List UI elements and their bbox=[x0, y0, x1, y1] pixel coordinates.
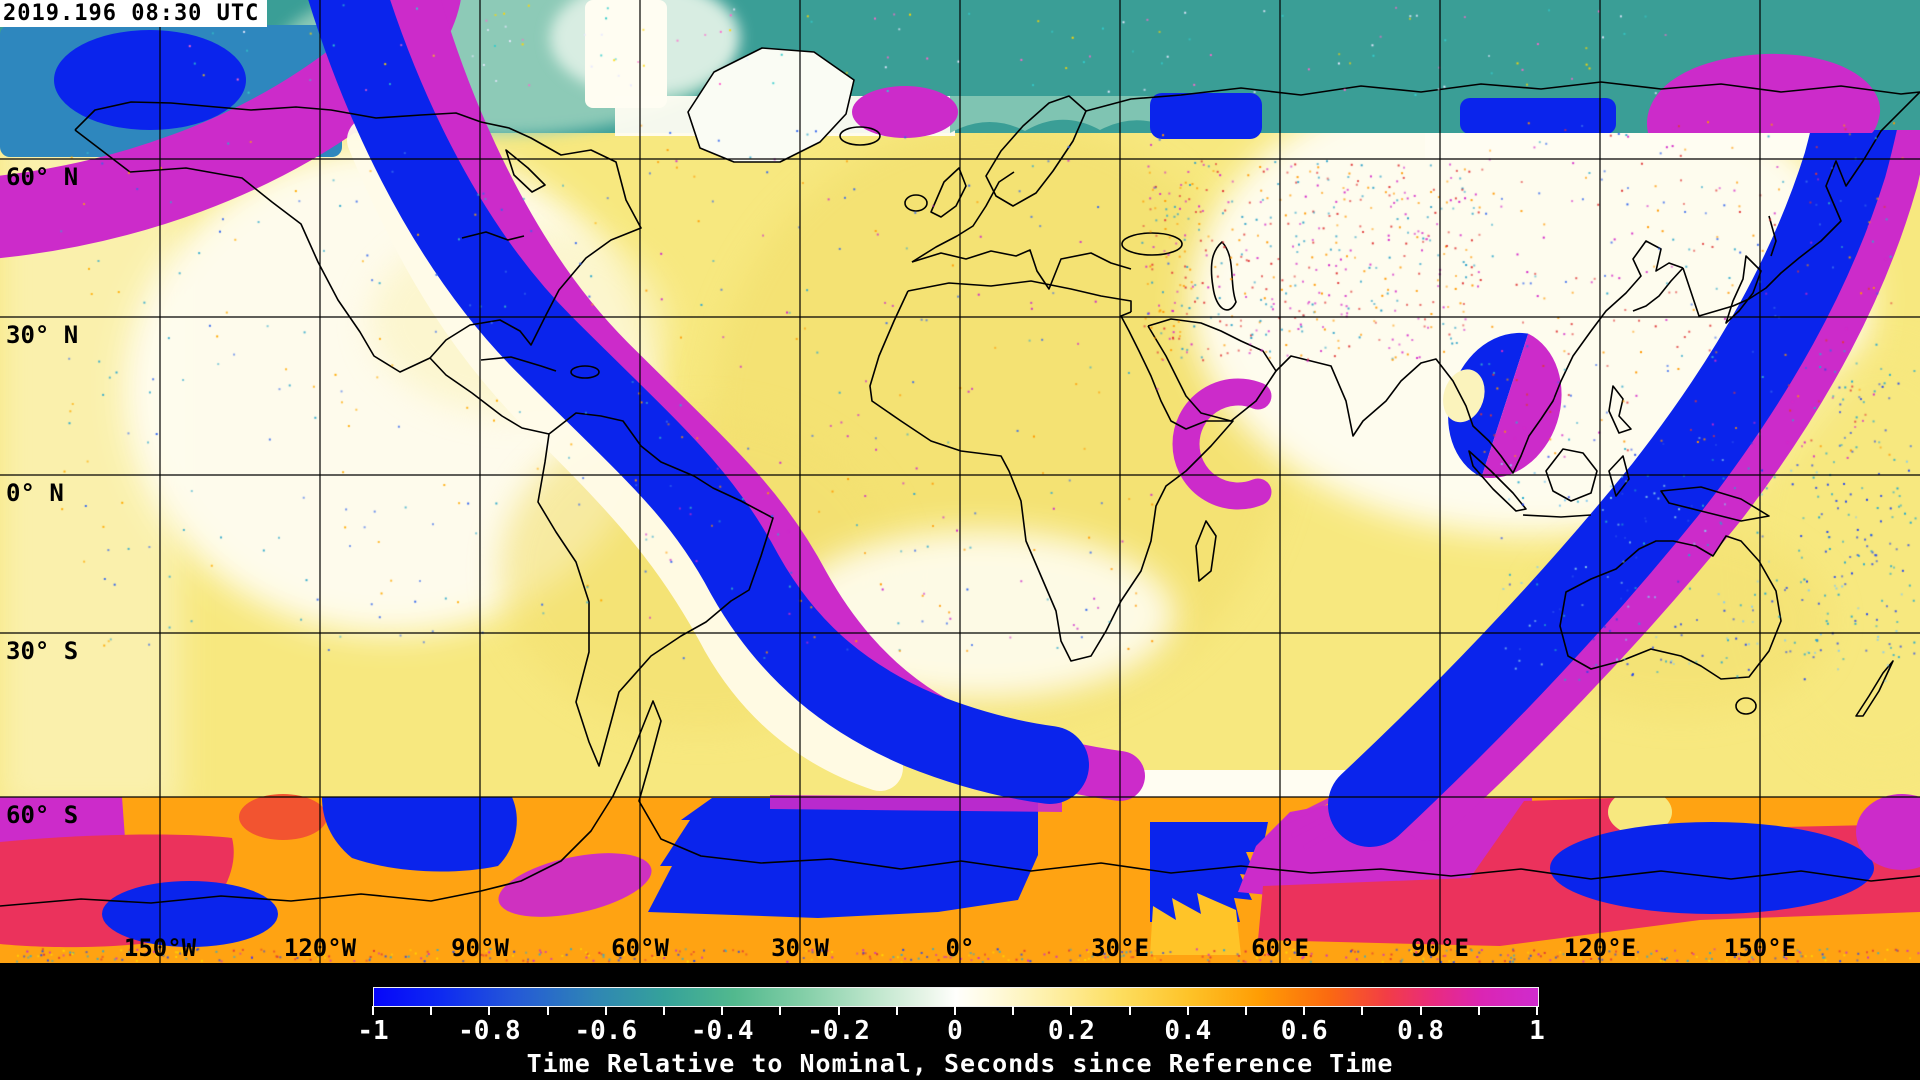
colorbar-tick-label: 0.8 bbox=[1397, 1016, 1445, 1046]
colorbar-tick-label: 0.6 bbox=[1280, 1016, 1328, 1046]
colorbar-tick bbox=[1477, 1006, 1480, 1015]
colorbar-tick bbox=[1361, 1006, 1364, 1015]
colorbar-tick-label: 0.4 bbox=[1164, 1016, 1212, 1046]
colorbar-tick-label: 0.2 bbox=[1047, 1016, 1095, 1046]
lon-label: 30°W bbox=[771, 934, 829, 962]
lon-label: 90°E bbox=[1411, 934, 1469, 962]
lon-label: 60°E bbox=[1251, 934, 1309, 962]
timestamp-text: 2019.196 08:30 UTC bbox=[3, 1, 260, 26]
colorbar-tick bbox=[604, 1006, 607, 1015]
colorbar-tick bbox=[954, 1006, 956, 1015]
colorbar-tick bbox=[779, 1006, 782, 1015]
colorbar-tick-label: -0.2 bbox=[807, 1016, 870, 1046]
colorbar-tick-label: -0.4 bbox=[690, 1016, 754, 1046]
colorbar-tick bbox=[1245, 1006, 1247, 1015]
colorbar-tick-label: 1 bbox=[1529, 1016, 1545, 1046]
colorbar-tick bbox=[837, 1006, 840, 1015]
lon-label: 0° bbox=[945, 934, 975, 962]
colorbar-tick bbox=[1070, 1006, 1073, 1015]
lat-label: 60° S bbox=[6, 801, 79, 829]
colorbar-tick bbox=[1012, 1006, 1015, 1015]
colorbar-tick-label: -0.6 bbox=[574, 1016, 638, 1046]
lon-label: 60°W bbox=[611, 934, 669, 962]
colorbar-gradient bbox=[373, 987, 1539, 1007]
timestamp-box: 2019.196 08:30 UTC bbox=[0, 0, 268, 27]
lon-label: 150°E bbox=[1723, 934, 1797, 962]
colorbar-tick bbox=[1186, 1006, 1189, 1015]
lon-label: 150°W bbox=[123, 934, 197, 962]
colorbar-tick bbox=[430, 1006, 433, 1015]
colorbar-tick bbox=[1128, 1006, 1131, 1015]
world-map: 2019.196 08:30 UTC 60° N 30° N 0° N 30° S 60… bbox=[0, 0, 1920, 963]
colorbar-tick-label: 0 bbox=[947, 1016, 963, 1046]
colorbar-caption: Time Relative to Nominal, Seconds since … bbox=[526, 1049, 1394, 1078]
lon-label: 120°E bbox=[1563, 934, 1637, 962]
graticule-layer bbox=[0, 0, 1920, 963]
lat-label: 0° N bbox=[6, 479, 64, 507]
colorbar-tick bbox=[1536, 1006, 1538, 1015]
colorbar-tick bbox=[546, 1006, 549, 1015]
lat-label: 30° N bbox=[6, 321, 79, 349]
colorbar-tick bbox=[488, 1006, 491, 1015]
colorbar-tick bbox=[1419, 1006, 1422, 1015]
colorbar-tick bbox=[895, 1006, 898, 1015]
colorbar-tick bbox=[721, 1006, 724, 1015]
colorbar-area: -1 -0.8 -0.6 -0.4 -0.2 0 0.2 0.4 0.6 0.8 1 Time Re… bbox=[0, 963, 1920, 1080]
colorbar-tick bbox=[1303, 1006, 1306, 1015]
colorbar-tick bbox=[663, 1006, 665, 1015]
lon-label: 120°W bbox=[283, 934, 357, 962]
colorbar-tick-label: -0.8 bbox=[458, 1016, 521, 1046]
colorbar-tick bbox=[372, 1006, 374, 1015]
lat-label: 30° S bbox=[6, 637, 79, 665]
lon-label: 90°W bbox=[451, 934, 509, 962]
lat-label: 60° N bbox=[6, 163, 79, 191]
lon-label: 30°E bbox=[1091, 934, 1149, 962]
colorbar-tick-label: -1 bbox=[357, 1016, 389, 1046]
